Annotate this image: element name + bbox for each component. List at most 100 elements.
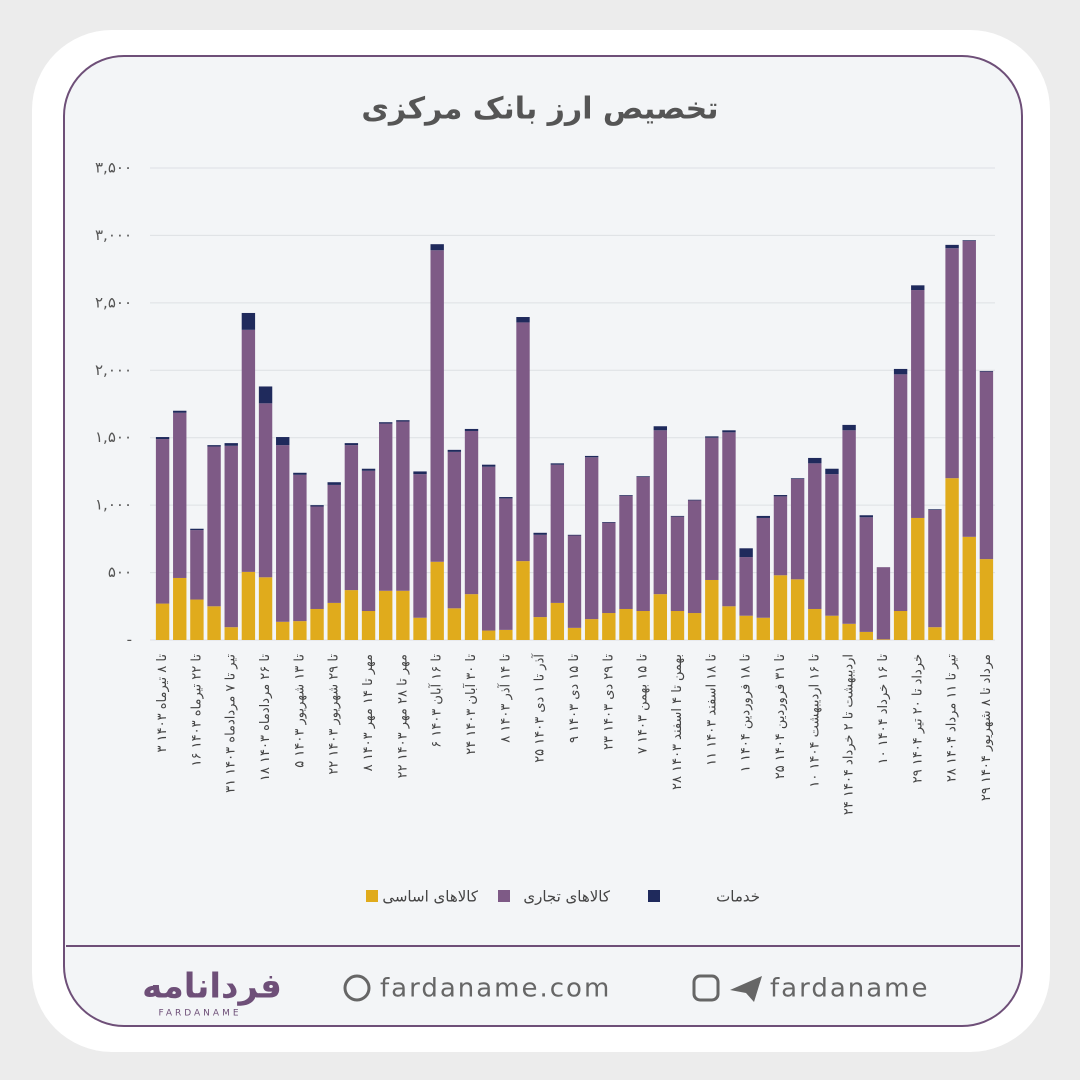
bar-segment xyxy=(173,577,187,640)
bar-segment xyxy=(258,386,273,404)
y-tick-label: - xyxy=(127,631,132,649)
bar-segment xyxy=(464,428,479,431)
bar-segment xyxy=(379,422,393,424)
bar-segment xyxy=(567,535,582,628)
bar-segment xyxy=(842,623,856,640)
bar-segment xyxy=(687,500,702,614)
bar-segment xyxy=(224,627,238,640)
bar-segment xyxy=(344,590,359,640)
bar-segment xyxy=(379,423,393,591)
x-tick-label: ۲۸ بهمن تا ۴ اسفند ۱۴۰۳ xyxy=(670,654,685,790)
y-tick-label: ۱,۵۰۰ xyxy=(95,428,132,446)
x-tick-label: ۸ تا ۱۴ آذر ۱۴۰۳ xyxy=(496,654,513,743)
logo: فردانامه xyxy=(142,967,282,1007)
bar-segment xyxy=(499,498,513,630)
bar-segment xyxy=(310,505,324,507)
bar-segment xyxy=(808,457,822,464)
bar-segment xyxy=(876,567,891,640)
bar-segment xyxy=(481,466,496,631)
bar-segment xyxy=(911,517,925,640)
bar-segment xyxy=(619,495,633,609)
bar-segment xyxy=(276,445,290,622)
bar-segment xyxy=(327,484,341,603)
bar-segment xyxy=(224,445,238,628)
bar-segment xyxy=(979,370,994,372)
telegram-icon xyxy=(730,976,762,1002)
x-tick-label: ۶ تا ۱۶ آبان ۱۴۰۳ xyxy=(428,654,445,748)
bar-segment xyxy=(602,522,616,614)
bar-segment xyxy=(173,410,187,413)
bar-segment xyxy=(962,240,976,241)
bar-segment xyxy=(430,250,444,562)
legend-swatch xyxy=(498,890,510,902)
bar-segment xyxy=(499,497,513,499)
bar-segment xyxy=(636,611,650,640)
x-tick-label: ۱۱ تا ۱۸ اسفند ۱۴۰۳ xyxy=(704,654,719,766)
bar-segment xyxy=(756,617,770,640)
x-tick-label: ۷ تا ۱۵ بهمن ۱۴۰۳ xyxy=(636,654,651,754)
bar-segment xyxy=(481,464,496,467)
bar-segment xyxy=(379,590,393,640)
bar-segment xyxy=(945,244,959,249)
y-tick-label: ۵۰۰ xyxy=(108,563,132,581)
bar-segment xyxy=(584,619,599,640)
bar-segment xyxy=(241,571,256,640)
bar-segment xyxy=(464,594,479,640)
bar-segment xyxy=(825,468,839,475)
bar-segment xyxy=(190,528,204,531)
bar-segment xyxy=(739,557,753,616)
x-tick-label: ۲۴ اردیبهشت تا ۲ خرداد ۱۴۰۴ xyxy=(842,654,857,815)
bar-segment xyxy=(756,517,770,618)
bar-segment xyxy=(207,606,221,640)
bar-segment xyxy=(808,463,822,609)
bar-segment xyxy=(533,617,547,640)
x-tick-label: ۱ تا ۱۸ فروردین ۱۴۰۴ xyxy=(739,654,754,773)
x-tick-label: ۲۳ تا ۲۹ دی ۱۴۰۳ xyxy=(601,654,616,750)
bar-segment xyxy=(481,630,496,640)
bar-segment xyxy=(173,412,187,578)
website: fardaname.com xyxy=(380,974,611,1004)
x-tick-label: ۲۹ خرداد تا ۲۰ تیر ۱۴۰۴ xyxy=(910,654,925,783)
bar-segment xyxy=(893,368,908,375)
bar-segment xyxy=(516,561,530,640)
bar-segment xyxy=(464,430,479,595)
bar-segment xyxy=(790,579,805,640)
bar-segment xyxy=(928,627,942,640)
instagram-icon xyxy=(692,974,720,1002)
bar-segment xyxy=(430,561,444,640)
bar-segment xyxy=(602,522,616,523)
x-tick-label: ۲۸ تیر تا ۱۱ مرداد ۱۴۰۴ xyxy=(945,654,960,783)
bar-segment xyxy=(155,603,170,640)
bar-segment xyxy=(705,436,719,438)
legend-label: کالاهای تجاری xyxy=(523,888,611,906)
bar-segment xyxy=(550,602,565,640)
bar-segment xyxy=(241,312,256,330)
legend-label: خدمات xyxy=(716,888,760,906)
bar-segment xyxy=(773,496,788,576)
bar-segment xyxy=(155,437,170,440)
bar-segment xyxy=(293,474,307,622)
bar-segment xyxy=(258,577,273,640)
bar-segment xyxy=(842,424,856,431)
bar-segment xyxy=(430,244,444,251)
bar-segment xyxy=(790,478,805,580)
bar-segment xyxy=(516,322,530,562)
bar-segment xyxy=(533,532,547,535)
bar-segment xyxy=(808,608,822,640)
bar-segment xyxy=(928,509,942,510)
bar-segment xyxy=(911,285,925,291)
bar-segment xyxy=(190,530,204,600)
x-tick-label: ۸ مهر تا ۱۴ مهر ۱۴۰۳ xyxy=(361,654,376,771)
bar-segment xyxy=(859,517,873,632)
bar-segment xyxy=(773,575,788,640)
bar-segment xyxy=(293,621,307,640)
bar-segment xyxy=(327,602,341,640)
bar-segment xyxy=(653,594,668,640)
bar-segment xyxy=(276,437,290,446)
legend-swatch xyxy=(366,890,378,902)
bar-segment xyxy=(447,449,462,452)
bar-segment xyxy=(310,506,324,609)
chart-title: تخصیص ارز بانک مرکزی xyxy=(361,92,718,127)
bar-segment xyxy=(928,509,942,628)
